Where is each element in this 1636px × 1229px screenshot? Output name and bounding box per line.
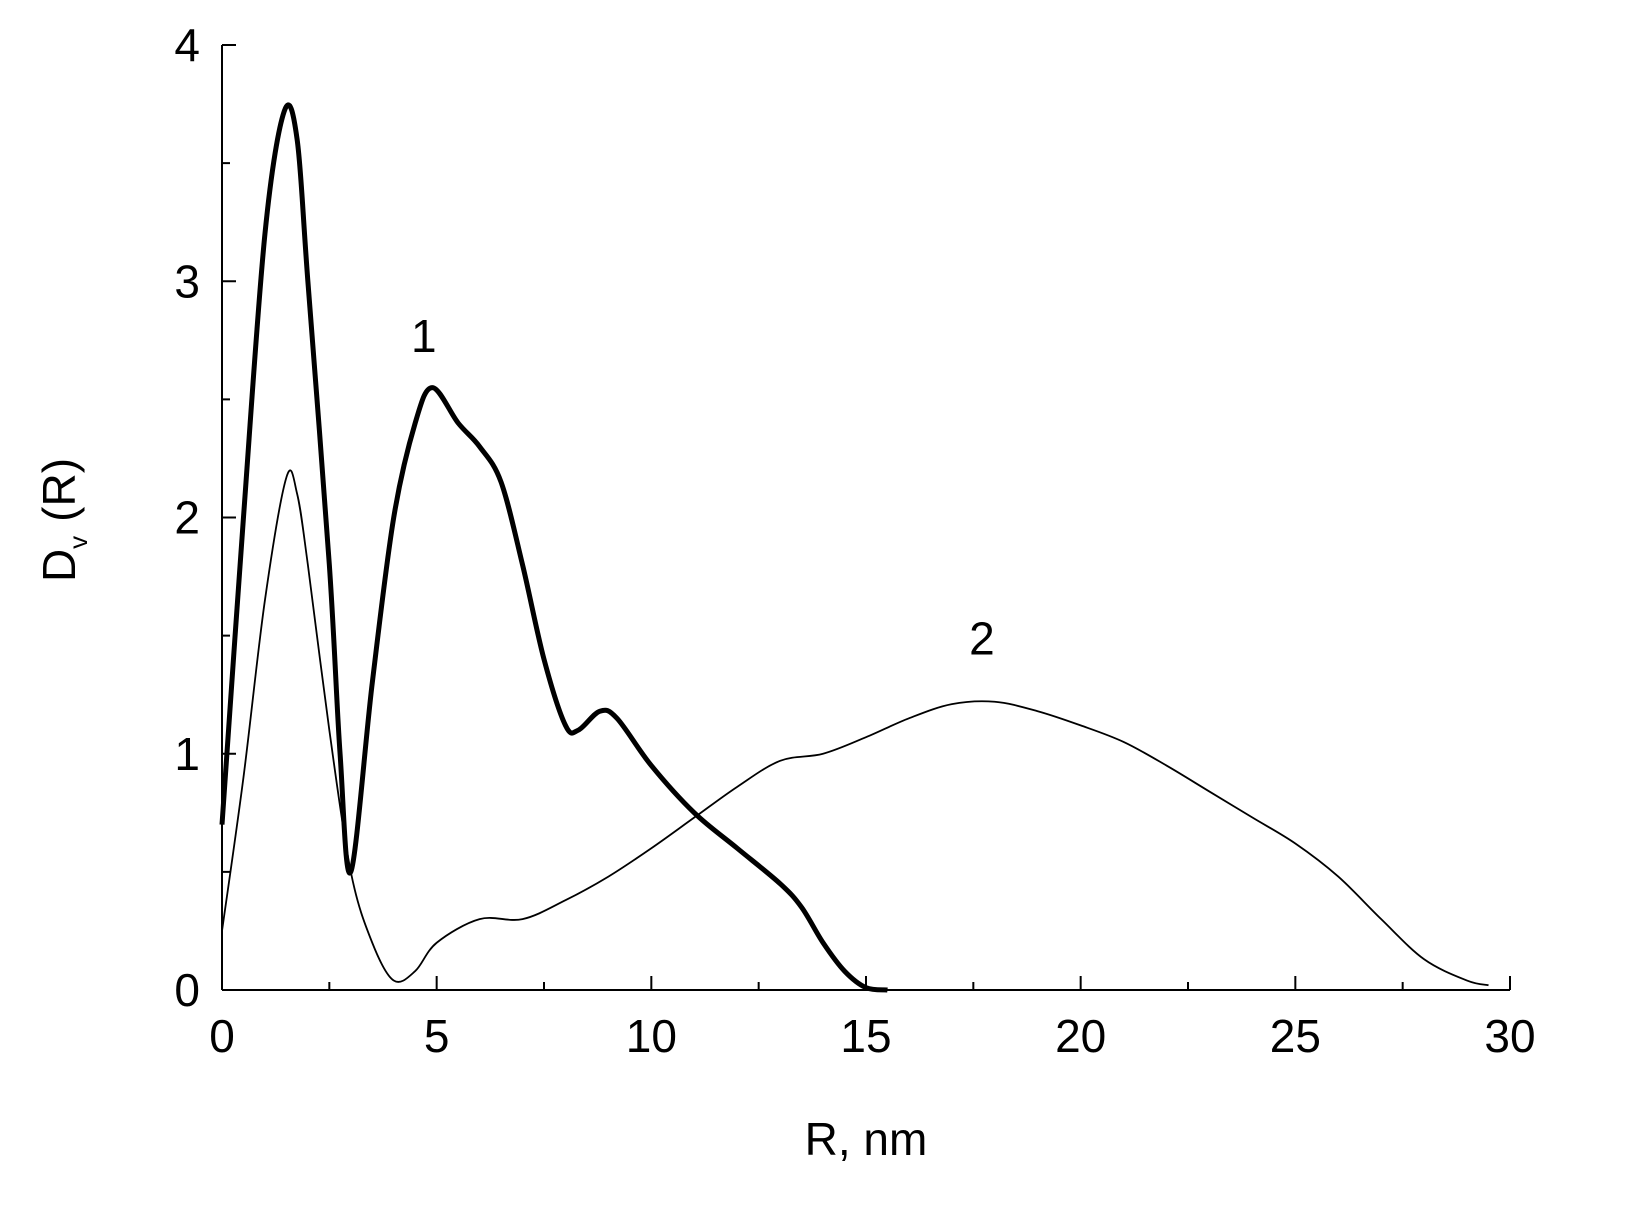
series-label: 2 [969, 613, 995, 665]
y-tick-label: 4 [174, 19, 200, 71]
y-label-main: D [33, 549, 85, 582]
series-label: 1 [411, 310, 437, 362]
x-tick-label: 25 [1270, 1010, 1321, 1062]
y-tick-label: 0 [174, 964, 200, 1016]
data-line [219, 102, 888, 993]
y-tick-label: 3 [174, 255, 200, 307]
x-axis-label: R, nm [805, 1113, 928, 1165]
x-tick-label: 5 [424, 1010, 450, 1062]
y-axis-label: Dv (R) [33, 458, 93, 582]
x-tick-label: 0 [209, 1010, 235, 1062]
x-tick-label: 20 [1055, 1010, 1106, 1062]
data-line [221, 469, 1489, 987]
y-tick-label: 1 [174, 728, 200, 780]
x-tick-label: 30 [1484, 1010, 1535, 1062]
x-tick-label: 10 [626, 1010, 677, 1062]
y-label-rest: (R) [33, 458, 85, 522]
y-label-sub: v [63, 536, 93, 549]
x-tick-label: 15 [840, 1010, 891, 1062]
y-tick-label: 2 [174, 492, 200, 544]
